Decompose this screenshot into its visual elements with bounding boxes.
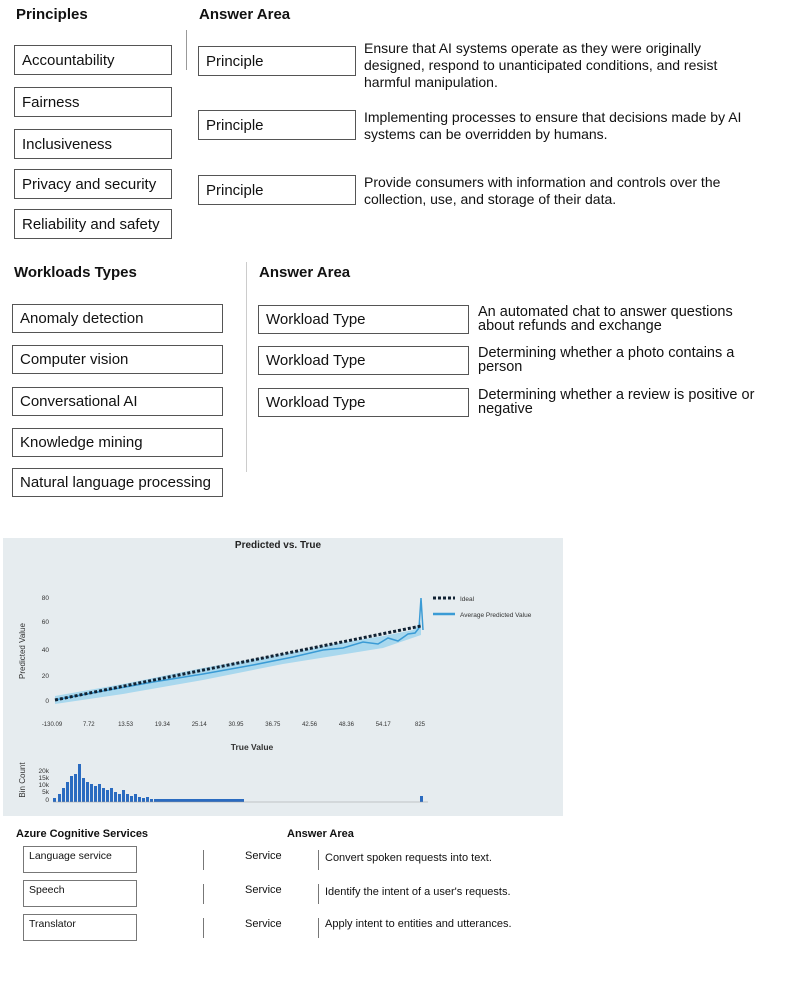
x-axis-label: True Value bbox=[231, 742, 274, 752]
hist-label: Bin Count bbox=[18, 762, 27, 798]
tick-label: 36.75 bbox=[265, 722, 281, 728]
answer-slot: Workload Type bbox=[258, 346, 469, 375]
option-box: Fairness bbox=[14, 87, 172, 117]
legend-label: Average Predicted Value bbox=[460, 612, 532, 619]
y-axis-label: Predicted Value bbox=[18, 623, 27, 679]
tick-label: 25.14 bbox=[192, 722, 208, 728]
option-box: Conversational AI bbox=[12, 387, 223, 416]
answer-slot: Workload Type bbox=[258, 388, 469, 417]
ideal-line bbox=[54, 624, 422, 702]
answer-slot: Service bbox=[245, 884, 282, 896]
tick-label: 60 bbox=[42, 619, 50, 626]
divider bbox=[203, 850, 204, 870]
answer-description: Determining whether a photo contains a p… bbox=[478, 345, 735, 375]
histogram bbox=[53, 764, 423, 802]
option-box: Reliability and safety bbox=[14, 209, 172, 239]
tick-label: 42.56 bbox=[302, 722, 318, 728]
answer-title: Answer Area bbox=[287, 828, 354, 840]
tick-label: 20 bbox=[42, 673, 50, 680]
tick-label: 40 bbox=[42, 647, 50, 654]
answer-description: Provide consumers with information and c… bbox=[364, 174, 721, 207]
chart-image: Predicted vs. True Predicted Value True … bbox=[3, 538, 563, 816]
option-box: Computer vision bbox=[12, 345, 223, 374]
answer-slot: Service bbox=[245, 850, 282, 862]
answer-slot: Service bbox=[245, 918, 282, 930]
answer-description: Apply intent to entities and utterances. bbox=[325, 918, 512, 930]
answer-description: Determining whether a review is positive… bbox=[478, 387, 755, 417]
tick-label: 0 bbox=[45, 698, 49, 705]
tick-label: 80 bbox=[42, 595, 50, 602]
divider bbox=[246, 262, 247, 472]
legend-label: Ideal bbox=[460, 596, 475, 603]
answer-slot: Principle bbox=[198, 175, 356, 205]
divider bbox=[203, 884, 204, 904]
answer-title: Answer Area bbox=[259, 264, 351, 281]
answer-description: Convert spoken requests into text. bbox=[325, 852, 492, 864]
tick-label: 10k bbox=[39, 782, 50, 789]
answer-description: Identify the intent of a user's requests… bbox=[325, 886, 511, 898]
tick-label: 7.72 bbox=[83, 722, 95, 728]
tick-label: 30.95 bbox=[228, 722, 244, 728]
divider bbox=[186, 30, 187, 70]
tick-label: -130.09 bbox=[42, 722, 63, 728]
divider bbox=[318, 884, 319, 904]
divider bbox=[203, 918, 204, 938]
tick-label: 5k bbox=[42, 789, 50, 796]
answer-slot: Principle bbox=[198, 110, 356, 140]
image-background bbox=[3, 538, 563, 816]
tick-label: 54.17 bbox=[376, 722, 392, 728]
option-box: Accountability bbox=[14, 45, 172, 75]
divider bbox=[318, 850, 319, 870]
tick-label: 0 bbox=[45, 797, 49, 804]
option-box: Knowledge mining bbox=[12, 428, 223, 457]
answer-description: An automated chat to answer questions ab… bbox=[478, 304, 733, 334]
tick-label: 19.34 bbox=[155, 722, 171, 728]
workloads-title: Workloads Types bbox=[14, 264, 137, 281]
tick-label: 20k bbox=[39, 768, 50, 775]
tick-label: 13.53 bbox=[118, 722, 134, 728]
option-box: Privacy and security bbox=[14, 169, 172, 199]
option-box: Natural language processing bbox=[12, 468, 223, 497]
tick-label: 825 bbox=[415, 722, 426, 728]
predicted-line bbox=[54, 597, 424, 701]
answer-slot: Workload Type bbox=[258, 305, 469, 334]
answer-slot: Principle bbox=[198, 46, 356, 76]
divider bbox=[318, 918, 319, 938]
option-box: Inclusiveness bbox=[14, 129, 172, 159]
option-box: Language service bbox=[23, 846, 137, 873]
services-title: Azure Cognitive Services bbox=[16, 828, 149, 840]
tick-label: 48.36 bbox=[339, 722, 355, 728]
answer-description: Implementing processes to ensure that de… bbox=[364, 109, 742, 142]
principles-title: Principles bbox=[16, 6, 88, 23]
answer-description: Ensure that AI systems operate as they w… bbox=[364, 40, 718, 90]
option-box: Translator bbox=[23, 914, 137, 941]
answer-title: Answer Area bbox=[199, 6, 291, 23]
option-box: Speech bbox=[23, 880, 137, 907]
option-box: Anomaly detection bbox=[12, 304, 223, 333]
chart-title: Predicted vs. True bbox=[235, 540, 322, 551]
tick-label: 15k bbox=[39, 775, 50, 782]
